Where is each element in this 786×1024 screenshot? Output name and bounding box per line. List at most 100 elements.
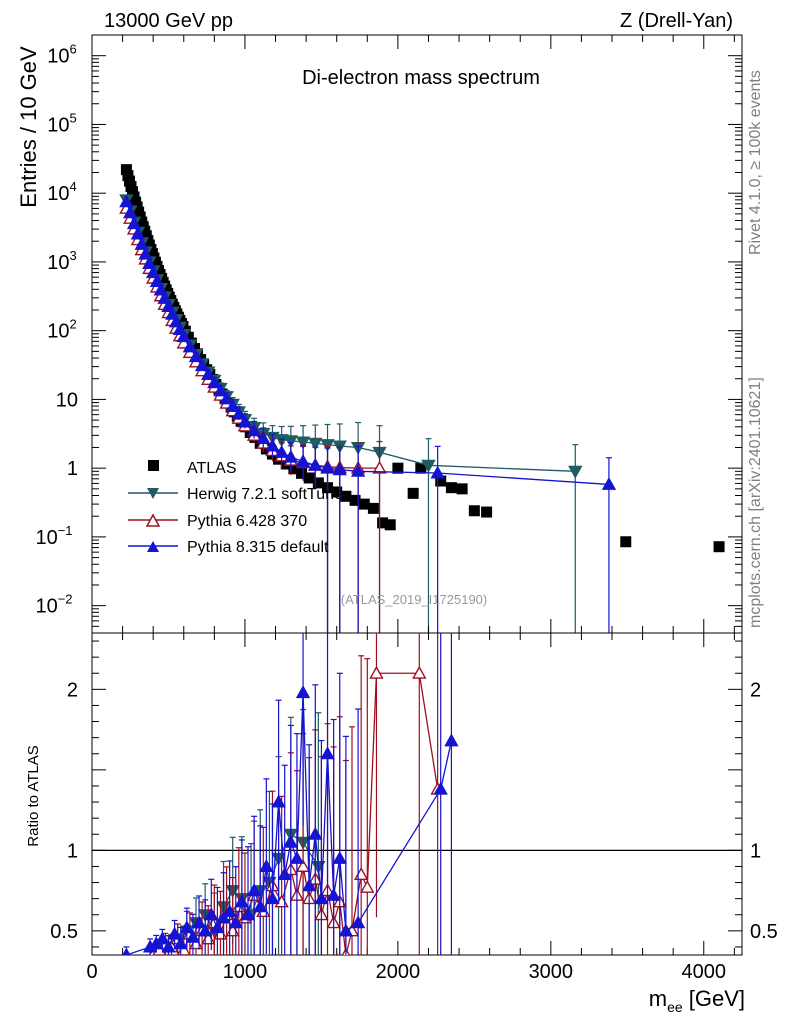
atlas-data-point	[456, 483, 468, 495]
pythia8-data-point	[207, 375, 222, 389]
legend-label-herwig: Herwig 7.2.1 softTune	[187, 486, 343, 503]
legend-entry-pythia6: Pythia 6.428 370	[128, 513, 307, 530]
pythia8-data-point	[126, 216, 142, 230]
ratio-pythia6-data-point	[412, 665, 427, 679]
main-y-tick-label: 106	[47, 42, 76, 68]
pythia8-data-point	[188, 349, 204, 363]
ratio-pythia8-data-point	[240, 907, 256, 921]
website-label: mcplots.cern.ch [arXiv:2401.10621]	[747, 377, 764, 628]
ratio-pythia8-data-point	[444, 733, 459, 747]
x-tick-label: 4000	[682, 961, 727, 983]
herwig-data-point	[283, 435, 299, 449]
atlas-data-point	[407, 487, 419, 499]
ratio-pythia8-data-point	[197, 923, 213, 937]
ratio-pythia6-data-point	[360, 879, 375, 893]
ratio-pythia8-data-point	[122, 947, 131, 955]
atlas-data-point	[349, 494, 361, 506]
atlas-data-point	[620, 536, 632, 548]
legend-marker-pythia6	[145, 513, 161, 527]
ratio-pythia8-data-point	[433, 781, 448, 795]
ratio-pythia8-data-point	[234, 894, 250, 908]
series-herwig	[119, 194, 583, 633]
x-tick-label: 2000	[376, 961, 421, 983]
ratio-pythia8-data-point	[253, 899, 268, 913]
ratio-y-tick-label-right: 1	[750, 840, 761, 862]
ratio-pythia8-data-point	[204, 907, 219, 921]
ratio-pythia8-data-point	[295, 685, 311, 699]
ratio-pythia8-data-point	[173, 936, 188, 950]
pythia8-data-point	[308, 457, 323, 471]
ratio-pythia8-data-point	[246, 883, 262, 897]
analysis-id: (ATLAS_2019_I1725190)	[341, 592, 487, 607]
pythia8-data-point	[225, 399, 240, 412]
atlas-data-point	[468, 505, 480, 517]
pythia8-data-point	[601, 476, 617, 490]
ratio-pythia8-data-point	[314, 891, 329, 905]
pythia8-data-point	[142, 256, 157, 269]
ratio-pythia8-data-point	[259, 859, 274, 872]
ratio-pythia8-data-point	[155, 931, 170, 945]
herwig-data-point	[308, 437, 323, 451]
main-y-tick-label: 102	[47, 317, 76, 343]
atlas-data-point	[312, 477, 324, 489]
ratio-pythia8-data-point	[216, 910, 231, 924]
ratio-pythia8-data-point	[350, 915, 366, 929]
x-axis-label: mee [GeV]	[649, 986, 745, 1015]
main-y-tick-label: 105	[47, 110, 76, 136]
herwig-data-point	[320, 439, 335, 453]
pythia8-data-point	[332, 462, 347, 476]
atlas-data-point	[331, 486, 343, 498]
ratio-panel: Ratio to ATLAS	[25, 632, 743, 956]
ratio-pythia8-data-point	[167, 926, 182, 940]
legend-label-pythia8: Pythia 8.315 default	[187, 539, 329, 556]
pythia8-data-point	[157, 290, 172, 304]
ratio-frame	[91, 632, 743, 956]
x-tick-label: 3000	[529, 961, 574, 983]
pythia8-data-point	[138, 246, 153, 260]
atlas-data-point	[260, 443, 272, 455]
main-y-tick-label: 10	[56, 389, 78, 411]
main-y-axis-label: Entries / 10 GeV	[16, 46, 41, 208]
pythia8-data-point	[123, 205, 138, 219]
atlas-data-point	[120, 164, 132, 176]
atlas-data-point	[415, 462, 427, 474]
atlas-data-point	[182, 331, 194, 343]
atlas-data-point	[340, 490, 352, 502]
rivet-info-label: Rivet 4.1.0, ≥ 100k events	[747, 70, 764, 255]
legend-marker-herwig	[147, 488, 159, 499]
main-y-tick-label: 103	[47, 248, 76, 274]
ratio-pythia8-data-point	[185, 929, 201, 943]
ratio-pythia8-data-point	[265, 891, 280, 905]
ratio-pythia8-data-point	[161, 939, 176, 953]
legend-label-atlas: ATLAS	[187, 460, 237, 477]
pythia8-data-point	[265, 438, 280, 452]
chart-title: Di-electron mass spectrum	[302, 67, 540, 89]
atlas-data-point	[445, 482, 457, 494]
ratio-pythia8-data-point	[283, 834, 299, 848]
pythia8-data-point	[246, 423, 262, 437]
atlas-data-point	[377, 517, 389, 529]
series-pythia8	[119, 194, 617, 633]
atlas-data-point	[481, 506, 493, 518]
ratio-pythia8-data-point	[210, 920, 225, 934]
atlas-data-point	[713, 541, 725, 553]
ratio-series-pythia6	[149, 633, 445, 955]
x-tick-label: 1000	[223, 961, 268, 983]
main-y-tick-label: 10−1	[35, 523, 72, 549]
pythia8-data-point	[182, 339, 198, 353]
pythia8-data-point	[130, 226, 146, 240]
ratio-y-axis-label: Ratio to ATLAS	[25, 745, 42, 846]
pythia8-data-point	[176, 329, 191, 343]
atlas-data-point	[384, 519, 396, 531]
pythia8-data-point	[350, 463, 366, 477]
ratio-series-pythia8	[122, 633, 459, 955]
pythia8-data-point	[237, 414, 253, 428]
x-tick-label: 0	[86, 961, 97, 983]
main-y-tick-label: 10−2	[35, 592, 72, 618]
ratio-pythia8-data-point	[332, 850, 347, 864]
pythia8-data-point	[153, 282, 169, 296]
ratio-pythia8-data-point	[308, 826, 323, 840]
main-y-tick-label: 1	[67, 458, 78, 480]
atlas-data-point	[296, 467, 308, 479]
